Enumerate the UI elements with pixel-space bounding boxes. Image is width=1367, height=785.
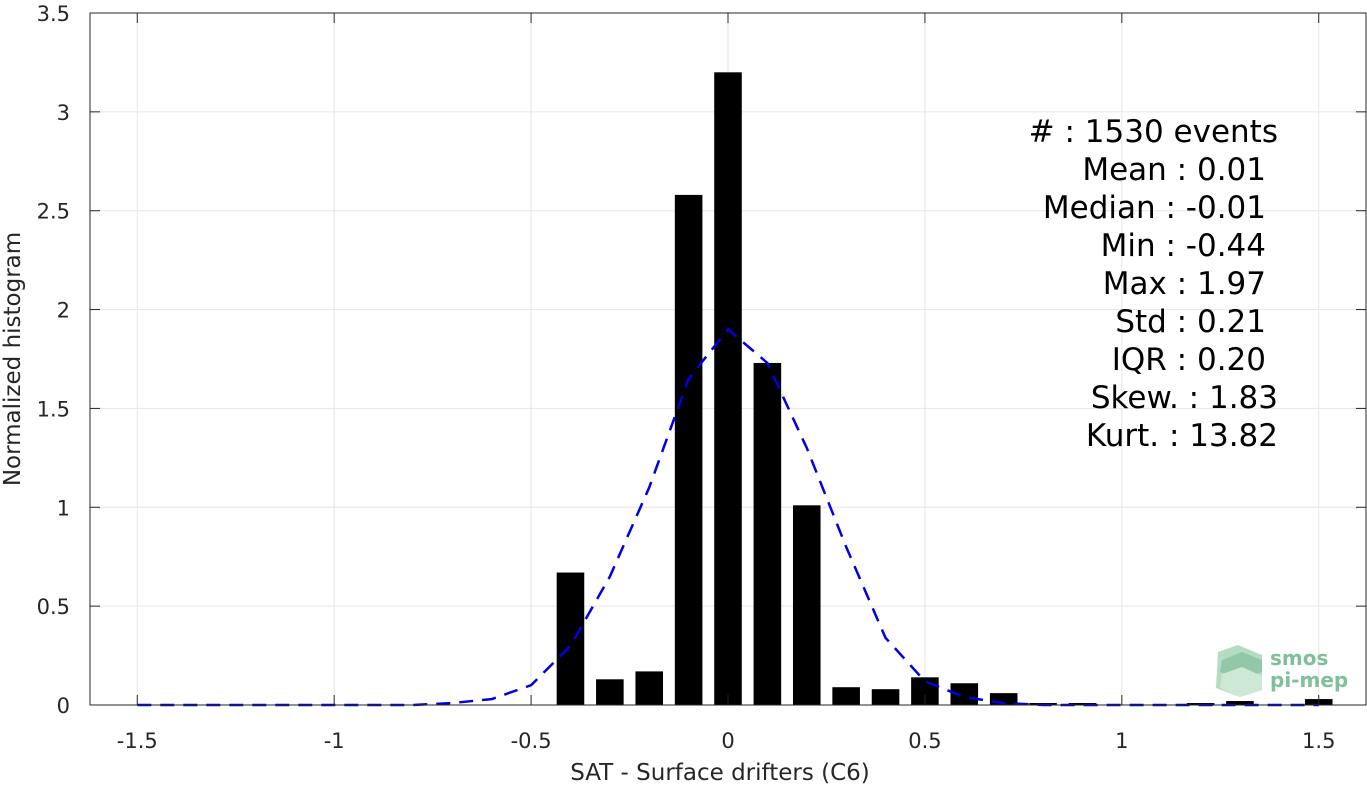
stat-kurt: Kurt. : 13.82 <box>1086 418 1278 454</box>
bar-8 <box>871 689 900 705</box>
statistics-box: # : 1530 events Mean : 0.01 Median : -0.… <box>1029 114 1278 454</box>
stat-min: Min : -0.44 <box>1101 228 1266 264</box>
x-tick-label-4: 0.5 <box>908 729 941 753</box>
bar-10 <box>950 683 979 705</box>
x-tick-label-1: -1 <box>324 729 345 753</box>
bar-5 <box>753 362 782 705</box>
x-tick-label-2: -0.5 <box>511 729 552 753</box>
stat-skew: Skew. : 1.83 <box>1091 380 1278 416</box>
x-axis-title: SAT - Surface drifters (C6) <box>570 760 870 785</box>
logo-emblem-icon <box>1216 645 1262 697</box>
logo-line2: pi-mep <box>1270 668 1348 692</box>
bar-7 <box>832 687 860 705</box>
y-tick-label-5: 2.5 <box>37 200 70 224</box>
y-axis-title: Normalized histogram <box>0 232 26 486</box>
smos-pi-mep-logo: smos pi-mep <box>1216 645 1348 697</box>
x-tick-label-3: 0 <box>721 729 734 753</box>
bar-2 <box>635 671 664 705</box>
y-tick-label-0: 0 <box>57 694 70 718</box>
stat-count: # : 1530 events <box>1029 114 1278 150</box>
y-tick-label-2: 1 <box>57 496 70 520</box>
histogram-bars <box>556 72 1333 706</box>
bar-6 <box>792 505 821 705</box>
x-tick-label-6: 1.5 <box>1302 729 1335 753</box>
stat-iqr: IQR : 0.20 <box>1112 342 1266 378</box>
stat-std: Std : 0.21 <box>1115 304 1266 340</box>
stat-mean: Mean : 0.01 <box>1082 152 1266 188</box>
bar-1 <box>596 679 624 705</box>
stat-max: Max : 1.97 <box>1103 266 1266 302</box>
logo-line1: smos <box>1270 646 1328 670</box>
bar-4 <box>714 72 742 706</box>
bar-3 <box>674 194 703 705</box>
axis-ticks: -1.5 -1 -0.5 0 0.5 1 1.5 0 0.5 1 1.5 2 2.5 3 3.5 <box>37 2 1366 753</box>
stat-median: Median : -0.01 <box>1043 190 1266 226</box>
y-tick-label-4: 2 <box>57 299 70 323</box>
bar-11 <box>989 693 1018 705</box>
bar-0 <box>556 572 585 705</box>
x-tick-label-0: -1.5 <box>117 729 158 753</box>
y-tick-label-7: 3.5 <box>37 2 70 26</box>
y-tick-label-1: 0.5 <box>37 595 70 619</box>
y-tick-label-6: 3 <box>57 101 70 125</box>
bar-13 <box>1068 703 1097 705</box>
bar-17 <box>1226 701 1254 705</box>
y-tick-label-3: 1.5 <box>37 397 70 421</box>
x-tick-label-5: 1 <box>1115 729 1128 753</box>
